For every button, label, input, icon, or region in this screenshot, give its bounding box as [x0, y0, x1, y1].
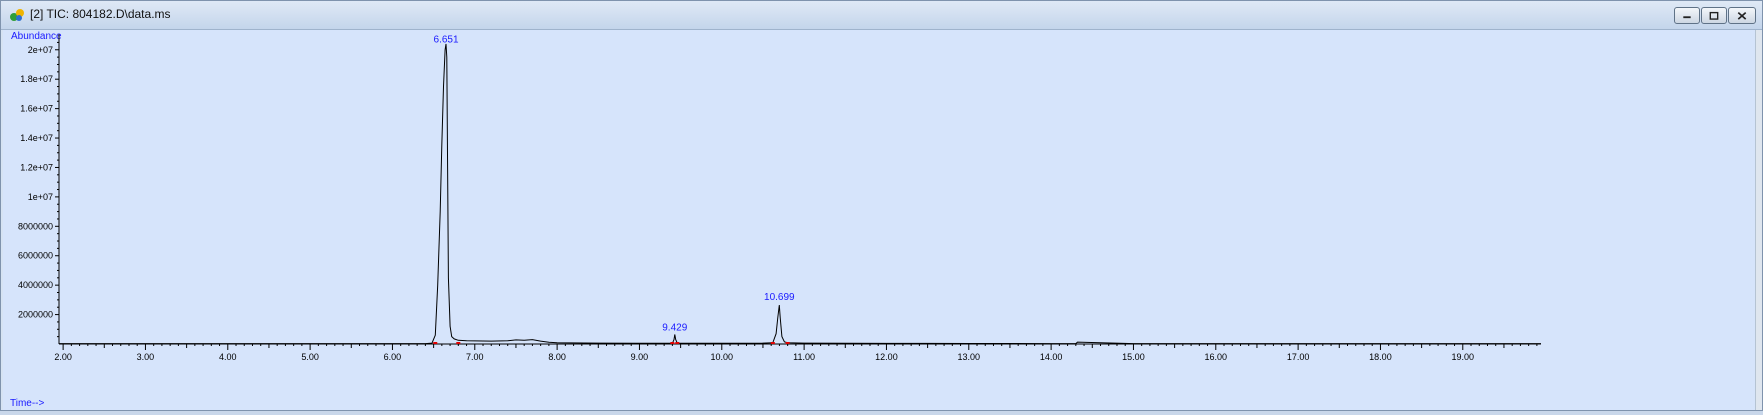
y-axis-label: Abundance [11, 31, 62, 42]
y-tick-label: 2000000 [18, 310, 53, 320]
y-tick-label: 2e+07 [28, 45, 53, 55]
x-tick-label: 14.00 [1040, 352, 1063, 362]
plot-area[interactable]: Abundance Time--> 2000000 4000000 6000000 8… [3, 30, 1760, 410]
x-tick-label: 9.00 [631, 352, 649, 362]
peak-label: 6.651 [434, 34, 459, 45]
x-tick-label: 18.00 [1369, 352, 1392, 362]
x-tick-label: 5.00 [301, 352, 319, 362]
peak-label: 9.429 [662, 323, 687, 334]
window-edge [1755, 30, 1762, 410]
window-title: [2] TIC: 804182.D\data.ms [30, 7, 171, 21]
x-tick-label: 19.00 [1452, 352, 1475, 362]
x-tick-label: 7.00 [466, 352, 484, 362]
title-bar[interactable]: [2] TIC: 804182.D\data.ms [1, 1, 1762, 30]
x-tick-label: 2.00 [54, 352, 72, 362]
y-tick-label: 1e+07 [28, 192, 53, 202]
chromatogram-app-icon [10, 9, 24, 21]
x-tick-label: 16.00 [1205, 352, 1228, 362]
x-tick-label: 11.00 [793, 352, 815, 362]
axes [58, 34, 1541, 345]
y-ticks: 2000000 4000000 6000000 8000000 1e+07 1.2e+07… [18, 41, 59, 338]
y-tick-label: 1.2e+07 [20, 162, 53, 172]
tic-trace [59, 43, 1541, 345]
x-tick-label: 17.00 [1287, 352, 1310, 362]
minimize-button[interactable] [1674, 7, 1700, 24]
y-tick-label: 1.8e+07 [20, 74, 53, 84]
chromatogram-chart[interactable]: Abundance Time--> 2000000 4000000 6000000 8… [3, 30, 1760, 410]
x-ticks: 2.00 3.00 4.00 5.00 6.00 7.00 8.00 9.00 10.00 11.… [54, 344, 1538, 362]
x-tick-label: 15.00 [1122, 352, 1145, 362]
y-tick-label: 1.4e+07 [20, 133, 53, 143]
x-tick-label: 3.00 [137, 352, 155, 362]
x-tick-label: 13.00 [958, 352, 981, 362]
x-tick-label: 10.00 [711, 352, 734, 362]
x-tick-label: 8.00 [548, 352, 566, 362]
close-button[interactable] [1728, 7, 1756, 24]
peak-labels: 6.651 9.429 10.699 [434, 34, 796, 333]
y-tick-label: 6000000 [18, 251, 53, 261]
peak-label: 10.699 [764, 292, 795, 303]
x-axis-label: Time--> [10, 398, 45, 409]
maximize-icon [1709, 11, 1719, 20]
maximize-button[interactable] [1701, 7, 1727, 24]
x-tick-label: 4.00 [219, 352, 237, 362]
x-tick-label: 12.00 [875, 352, 898, 362]
x-tick-label: 6.00 [384, 352, 402, 362]
y-tick-label: 8000000 [18, 221, 53, 231]
close-icon [1737, 12, 1747, 20]
y-tick-label: 1.6e+07 [20, 104, 53, 114]
y-tick-label: 4000000 [18, 280, 53, 290]
tic-series-line [59, 43, 1541, 345]
minimize-icon [1683, 16, 1691, 19]
